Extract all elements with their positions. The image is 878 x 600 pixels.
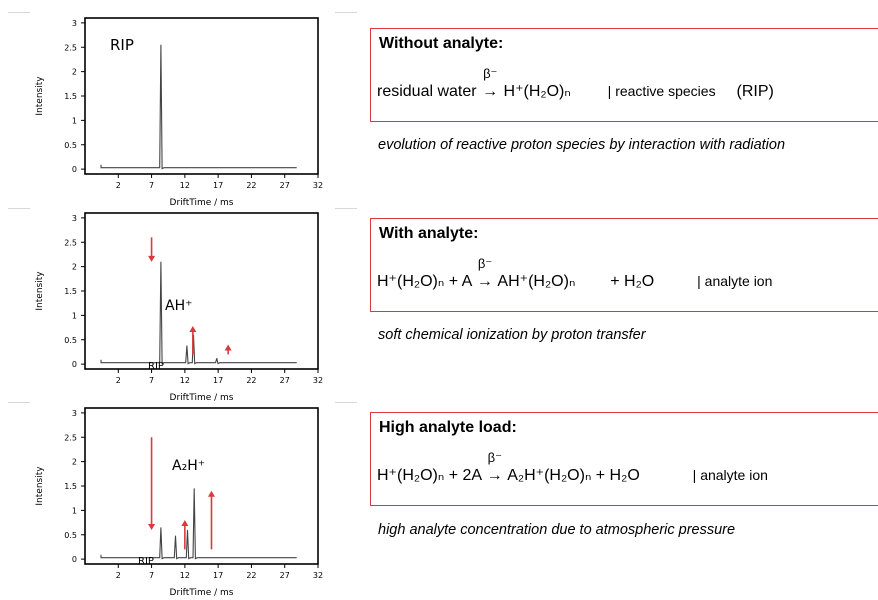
arrow-head [148,256,155,262]
y-tick-label: 1.5 [64,92,77,101]
x-tick-label: 32 [313,181,323,190]
y-tick-label: 0 [72,555,77,564]
y-tick-label: 3 [72,214,77,223]
equation-tag: | analyte ion [693,467,768,483]
x-tick-label: 27 [280,181,290,190]
beta-label: β⁻ [488,450,502,466]
reaction-equation: H⁺(H₂O)ₙ + A β⁻→ AH⁺(H₂O)ₙ + H₂O | analy… [377,271,772,291]
y-tick-label: 0.5 [64,531,77,540]
x-tick-label: 27 [280,376,290,385]
y-tick-label: 1 [72,506,77,515]
x-tick-label: 32 [313,571,323,580]
y-tick-label: 2 [72,263,77,272]
y-axis-label: Intensity [35,271,45,311]
x-tick-label: 12 [180,376,190,385]
reaction-equation: H⁺(H₂O)ₙ + 2A β⁻→ A₂H⁺(H₂O)ₙ + H₂O | ana… [377,465,768,485]
x-tick-label: 22 [246,571,256,580]
equation-rhs: H⁺(H₂O)ₙ [504,83,571,100]
x-tick-label: 27 [280,571,290,580]
y-tick-label: 1.5 [64,482,77,491]
box-title: With analyte: [379,225,478,243]
x-tick-label: 7 [149,571,154,580]
y-tick-label: 2 [72,68,77,77]
x-tick-label: 2 [116,181,121,190]
y-tick-label: 2.5 [64,433,77,442]
box-caption: soft chemical ionization by proton trans… [378,327,646,343]
y-tick-label: 3 [72,409,77,418]
y-tick-label: 1.5 [64,287,77,296]
equation-tag: | reactive species [608,83,716,99]
y-tick-label: 0 [72,360,77,369]
peak-annotation: RIP [138,556,154,567]
y-tick-label: 2.5 [64,238,77,247]
reaction-arrow: β⁻→ [486,467,504,485]
y-axis-label: Intensity [35,76,45,116]
y-tick-label: 2 [72,458,77,467]
x-tick-label: 7 [149,181,154,190]
x-tick-label: 12 [180,571,190,580]
equation-lhs: H⁺(H₂O)ₙ + 2A [377,467,481,484]
reaction-box-1: Without analyte: residual water β⁻→ H⁺(H… [370,28,878,122]
reaction-arrow: β⁻→ [481,83,499,101]
spectrum-trace [101,45,297,169]
x-tick-label: 22 [246,181,256,190]
spectrum-trace [101,262,297,364]
x-tick-label: 2 [116,376,121,385]
reaction-box-3: High analyte load: H⁺(H₂O)ₙ + 2A β⁻→ A₂H… [370,412,878,506]
plot-frame [85,213,318,369]
peak-annotation: RIP [148,361,164,372]
box-title: High analyte load: [379,419,517,437]
x-tick-label: 2 [116,571,121,580]
box-caption: evolution of reactive proton species by … [378,137,785,153]
y-tick-label: 0.5 [64,336,77,345]
arrow-head [181,520,188,526]
spectrum-trace [101,488,297,558]
equation-rhs: A₂H⁺(H₂O)ₙ + H₂O [507,467,640,484]
beta-label: β⁻ [478,256,492,272]
x-axis-label: DriftTime / ms [170,588,234,598]
plot-frame [85,408,318,564]
x-tick-label: 22 [246,376,256,385]
reaction-arrow: β⁻→ [476,273,494,291]
peak-annotation: AH⁺ [165,298,193,314]
peak-annotation: A₂H⁺ [172,458,205,474]
arrow-head [189,326,196,332]
arrow-head [148,524,155,530]
x-tick-label: 7 [149,376,154,385]
y-tick-label: 1 [72,116,77,125]
equation-extra: + H₂O [610,273,654,290]
y-axis-label: Intensity [35,466,45,506]
arrow-head [208,491,215,497]
arrow-head [225,345,232,351]
y-tick-label: 1 [72,311,77,320]
x-tick-label: 17 [213,571,223,580]
equation-rhs: AH⁺(H₂O)ₙ [497,273,575,290]
y-tick-label: 0.5 [64,141,77,150]
y-tick-label: 0 [72,165,77,174]
x-tick-label: 17 [213,376,223,385]
reaction-box-2: With analyte: H⁺(H₂O)ₙ + A β⁻→ AH⁺(H₂O)ₙ… [370,218,878,312]
equation-tag-secondary: (RIP) [736,83,773,100]
box-caption: high analyte concentration due to atmosp… [378,522,735,538]
beta-label: β⁻ [483,66,497,82]
x-tick-label: 17 [213,181,223,190]
equation-tag: | analyte ion [697,273,772,289]
equation-lhs: residual water [377,83,477,100]
y-tick-label: 2.5 [64,43,77,52]
equation-lhs: H⁺(H₂O)ₙ + A [377,273,471,290]
reaction-equation: residual water β⁻→ H⁺(H₂O)ₙ | reactive s… [377,81,774,101]
box-title: Without analyte: [379,35,503,53]
peak-annotation: RIP [110,36,134,54]
y-tick-label: 3 [72,19,77,28]
x-tick-label: 12 [180,181,190,190]
x-tick-label: 32 [313,376,323,385]
